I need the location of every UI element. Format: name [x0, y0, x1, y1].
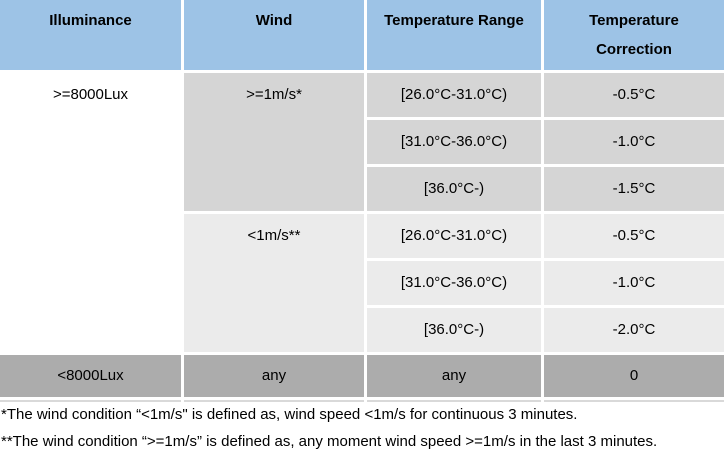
cell-wind-lt-1ms: <1m/s**	[184, 214, 364, 352]
cell-correction: -1.0°C	[544, 120, 724, 164]
cell-correction: -2.0°C	[544, 308, 724, 352]
header-temperature-correction: Temperature Correction	[544, 0, 724, 70]
cell-wind-any: any	[184, 355, 364, 397]
cell-wind-ge-1ms: >=1m/s*	[184, 73, 364, 211]
cell-illuminance-high: >=8000Lux	[0, 73, 181, 352]
cell-range: [31.0°C-36.0°C)	[367, 261, 541, 305]
header-wind: Wind	[184, 0, 364, 70]
cell-range: [36.0°C-)	[367, 308, 541, 352]
cell-range: [26.0°C-31.0°C)	[367, 73, 541, 117]
cell-range: [26.0°C-31.0°C)	[367, 214, 541, 258]
footnote-wind-lt-1ms: *The wind condition “<1m/s" is defined a…	[1, 406, 578, 423]
cell-range-any: any	[367, 355, 541, 397]
table-bottom-edge	[184, 400, 364, 402]
footnotes: *The wind condition “<1m/s" is defined a…	[0, 405, 724, 451]
header-illuminance: Illuminance	[0, 0, 181, 70]
table-bottom-edge	[367, 400, 541, 402]
cell-illuminance-low: <8000Lux	[0, 355, 181, 397]
cell-range: [31.0°C-36.0°C)	[367, 120, 541, 164]
table-bottom-edge	[544, 400, 724, 402]
cell-correction: -0.5°C	[544, 73, 724, 117]
cell-correction: -0.5°C	[544, 214, 724, 258]
table-bottom-edge	[0, 400, 181, 402]
cell-correction: -1.5°C	[544, 167, 724, 211]
header-temperature-range: Temperature Range	[367, 0, 541, 70]
cell-range: [36.0°C-)	[367, 167, 541, 211]
cell-correction-zero: 0	[544, 355, 724, 397]
cell-correction: -1.0°C	[544, 261, 724, 305]
footnote-wind-ge-1ms: **The wind condition “>=1m/s” is defined…	[1, 433, 658, 450]
temperature-correction-table: Illuminance Wind Temperature Range Tempe…	[0, 0, 724, 402]
